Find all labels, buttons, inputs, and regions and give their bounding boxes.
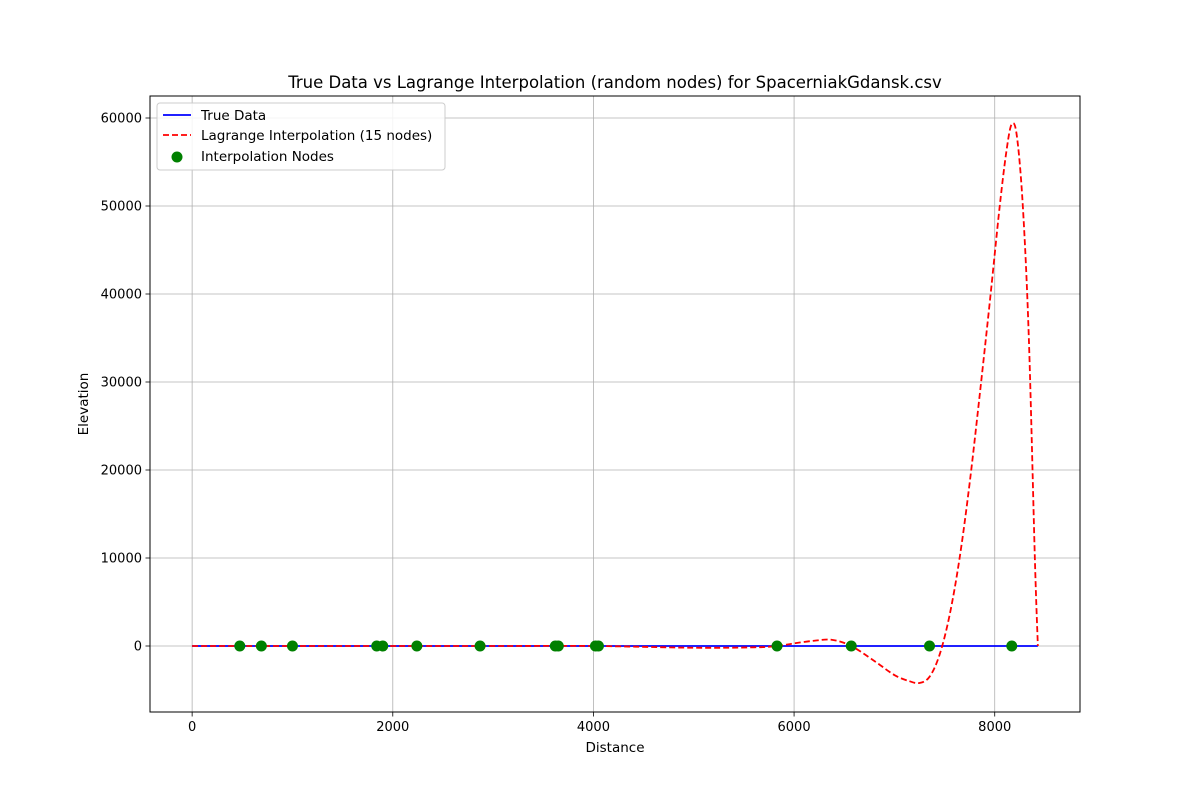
plot-area-frame xyxy=(149,95,1081,713)
legend-nodes-swatch xyxy=(171,151,183,163)
y-tick-label: 30000 xyxy=(101,376,142,391)
legend-true-data-label: True Data xyxy=(200,108,266,124)
plot-series xyxy=(192,122,1039,685)
interpolation-node-point xyxy=(845,640,857,652)
legend: True Data Lagrange Interpolation (15 nod… xyxy=(156,102,446,171)
x-tick-label: 6000 xyxy=(778,720,811,735)
interpolation-node-point xyxy=(592,640,604,652)
interpolation-node-point xyxy=(552,640,564,652)
chart-title: True Data vs Lagrange Interpolation (ran… xyxy=(287,73,942,92)
legend-box xyxy=(156,102,446,171)
interpolation-node-point xyxy=(286,640,298,652)
interpolation-node-point xyxy=(234,640,246,652)
interpolation-node-point xyxy=(924,640,936,652)
lagrange-interpolation-line xyxy=(192,122,1039,685)
axis-ticks: 0 2000 4000 6000 8000 0 10000 20000 30000 40000 50… xyxy=(101,112,1012,736)
grid-lines xyxy=(150,96,1080,712)
y-tick-label: 20000 xyxy=(101,464,142,479)
interpolation-node-point xyxy=(411,640,423,652)
y-tick-label: 50000 xyxy=(101,200,142,215)
y-tick-label: 40000 xyxy=(101,288,142,303)
y-axis-label: Elevation xyxy=(76,373,92,436)
interpolation-node-point xyxy=(1006,640,1018,652)
x-tick-label: 0 xyxy=(188,720,196,735)
y-tick-label: 0 xyxy=(134,640,142,655)
x-axis-label: Distance xyxy=(585,740,644,756)
x-tick-label: 4000 xyxy=(577,720,610,735)
y-tick-label: 10000 xyxy=(101,552,142,567)
interpolation-node-point xyxy=(474,640,486,652)
legend-nodes-label: Interpolation Nodes xyxy=(201,149,334,165)
x-tick-label: 8000 xyxy=(978,720,1011,735)
legend-lagrange-label: Lagrange Interpolation (15 nodes) xyxy=(201,128,432,144)
interpolation-node-point xyxy=(771,640,783,652)
y-tick-label: 60000 xyxy=(101,112,142,127)
interpolation-node-point xyxy=(255,640,267,652)
x-tick-label: 2000 xyxy=(376,720,409,735)
interpolation-node-point xyxy=(377,640,389,652)
